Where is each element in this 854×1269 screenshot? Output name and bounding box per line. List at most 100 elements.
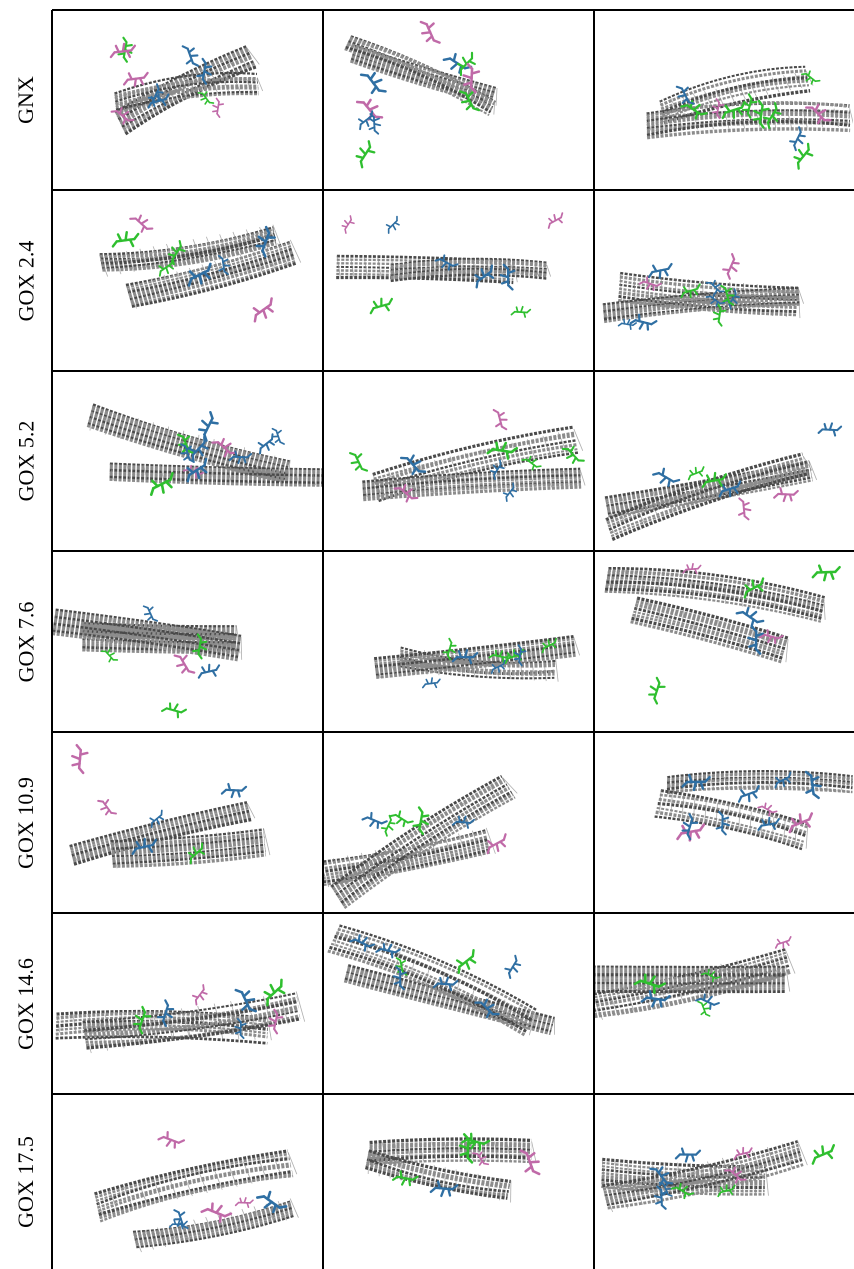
molecule xyxy=(774,771,792,789)
molecule xyxy=(805,103,832,125)
molecule xyxy=(458,1133,477,1164)
molecule xyxy=(389,810,414,828)
grid-line xyxy=(52,1093,854,1095)
molecule xyxy=(434,254,459,271)
molecule xyxy=(187,262,212,287)
snapshot-render xyxy=(349,408,586,503)
molecule xyxy=(653,1185,668,1210)
molecule xyxy=(561,445,585,464)
snapshot-render xyxy=(595,936,796,1020)
molecule xyxy=(180,443,195,463)
molecule xyxy=(652,467,681,488)
molecule xyxy=(633,973,667,994)
molecule xyxy=(486,833,507,855)
snapshot-panel xyxy=(595,1095,853,1268)
molecule xyxy=(133,1005,152,1035)
snapshot-panel xyxy=(595,372,853,550)
molecule xyxy=(648,676,666,705)
row-label: GOX 10.9 xyxy=(0,732,52,913)
graphene-sheet xyxy=(344,35,496,117)
molecule xyxy=(504,954,522,979)
row-label: GOX 7.6 xyxy=(0,551,52,732)
molecule xyxy=(109,42,137,59)
molecule xyxy=(681,813,699,841)
molecule xyxy=(158,258,175,277)
molecule xyxy=(142,605,159,622)
graphene-sheet xyxy=(666,770,853,795)
molecule xyxy=(789,126,806,152)
molecule xyxy=(399,454,427,476)
row-label-text: GOX 14.6 xyxy=(13,957,39,1050)
molecule xyxy=(211,437,238,458)
snapshot-render xyxy=(601,1139,835,1213)
row-label-text: GOX 2.4 xyxy=(13,240,39,321)
snapshot-panel xyxy=(324,372,593,550)
molecule xyxy=(733,1146,753,1161)
snapshot-render xyxy=(327,924,555,1037)
molecule xyxy=(718,480,742,498)
molecule xyxy=(474,264,495,289)
molecule xyxy=(412,806,430,836)
grid-line xyxy=(52,189,854,191)
graphene-sheet xyxy=(630,596,789,664)
graphene-sheet xyxy=(86,403,291,485)
molecule xyxy=(640,990,671,1008)
molecule xyxy=(474,998,500,1019)
molecule xyxy=(220,782,248,799)
snapshot-render xyxy=(604,422,843,541)
molecule xyxy=(638,276,662,292)
molecule xyxy=(212,97,225,118)
molecule xyxy=(432,976,459,992)
snapshot-panel xyxy=(595,733,853,912)
snapshot-render xyxy=(336,212,564,318)
molecule xyxy=(455,948,477,975)
molecule xyxy=(759,629,784,645)
snapshot-render xyxy=(109,36,264,136)
molecule xyxy=(513,644,527,667)
molecule xyxy=(674,1147,702,1163)
molecule xyxy=(701,471,728,488)
molecule xyxy=(817,422,843,437)
molecule xyxy=(173,654,196,674)
molecule xyxy=(773,487,799,503)
grid-line xyxy=(52,731,854,733)
grid-line xyxy=(52,370,854,372)
molecule xyxy=(111,230,140,248)
molecule xyxy=(521,455,542,471)
molecule xyxy=(737,785,760,803)
molecule xyxy=(375,942,401,959)
molecule xyxy=(720,284,735,306)
molecule xyxy=(192,633,208,660)
molecule xyxy=(793,142,814,170)
graphene-sheet xyxy=(99,224,282,277)
row-label: GNX xyxy=(0,10,52,190)
molecule xyxy=(110,107,135,125)
snapshot-panel xyxy=(324,552,593,731)
molecule xyxy=(252,297,274,323)
graphene-sheet xyxy=(330,774,518,910)
row-label: GOX 2.4 xyxy=(0,190,52,371)
molecule xyxy=(234,1017,247,1040)
molecule xyxy=(186,457,208,483)
molecule xyxy=(257,433,275,455)
molecule xyxy=(715,810,730,836)
graphene-sheet xyxy=(125,239,302,309)
molecule xyxy=(519,1149,541,1176)
grid-line xyxy=(51,10,53,1269)
graphene-sheet xyxy=(113,71,264,114)
molecule xyxy=(675,85,695,105)
molecule xyxy=(711,98,725,120)
molecule xyxy=(680,283,701,299)
row-label-text: GOX 17.5 xyxy=(13,1135,39,1228)
molecule xyxy=(161,702,187,719)
snapshot-render xyxy=(654,770,853,851)
molecule xyxy=(617,318,637,330)
molecule xyxy=(156,999,175,1027)
molecule xyxy=(547,212,564,229)
molecule xyxy=(510,305,532,318)
molecule xyxy=(263,978,286,1007)
molecule xyxy=(757,816,780,831)
molecule xyxy=(499,263,516,291)
molecule xyxy=(541,637,558,654)
snapshot-panel xyxy=(53,552,322,731)
